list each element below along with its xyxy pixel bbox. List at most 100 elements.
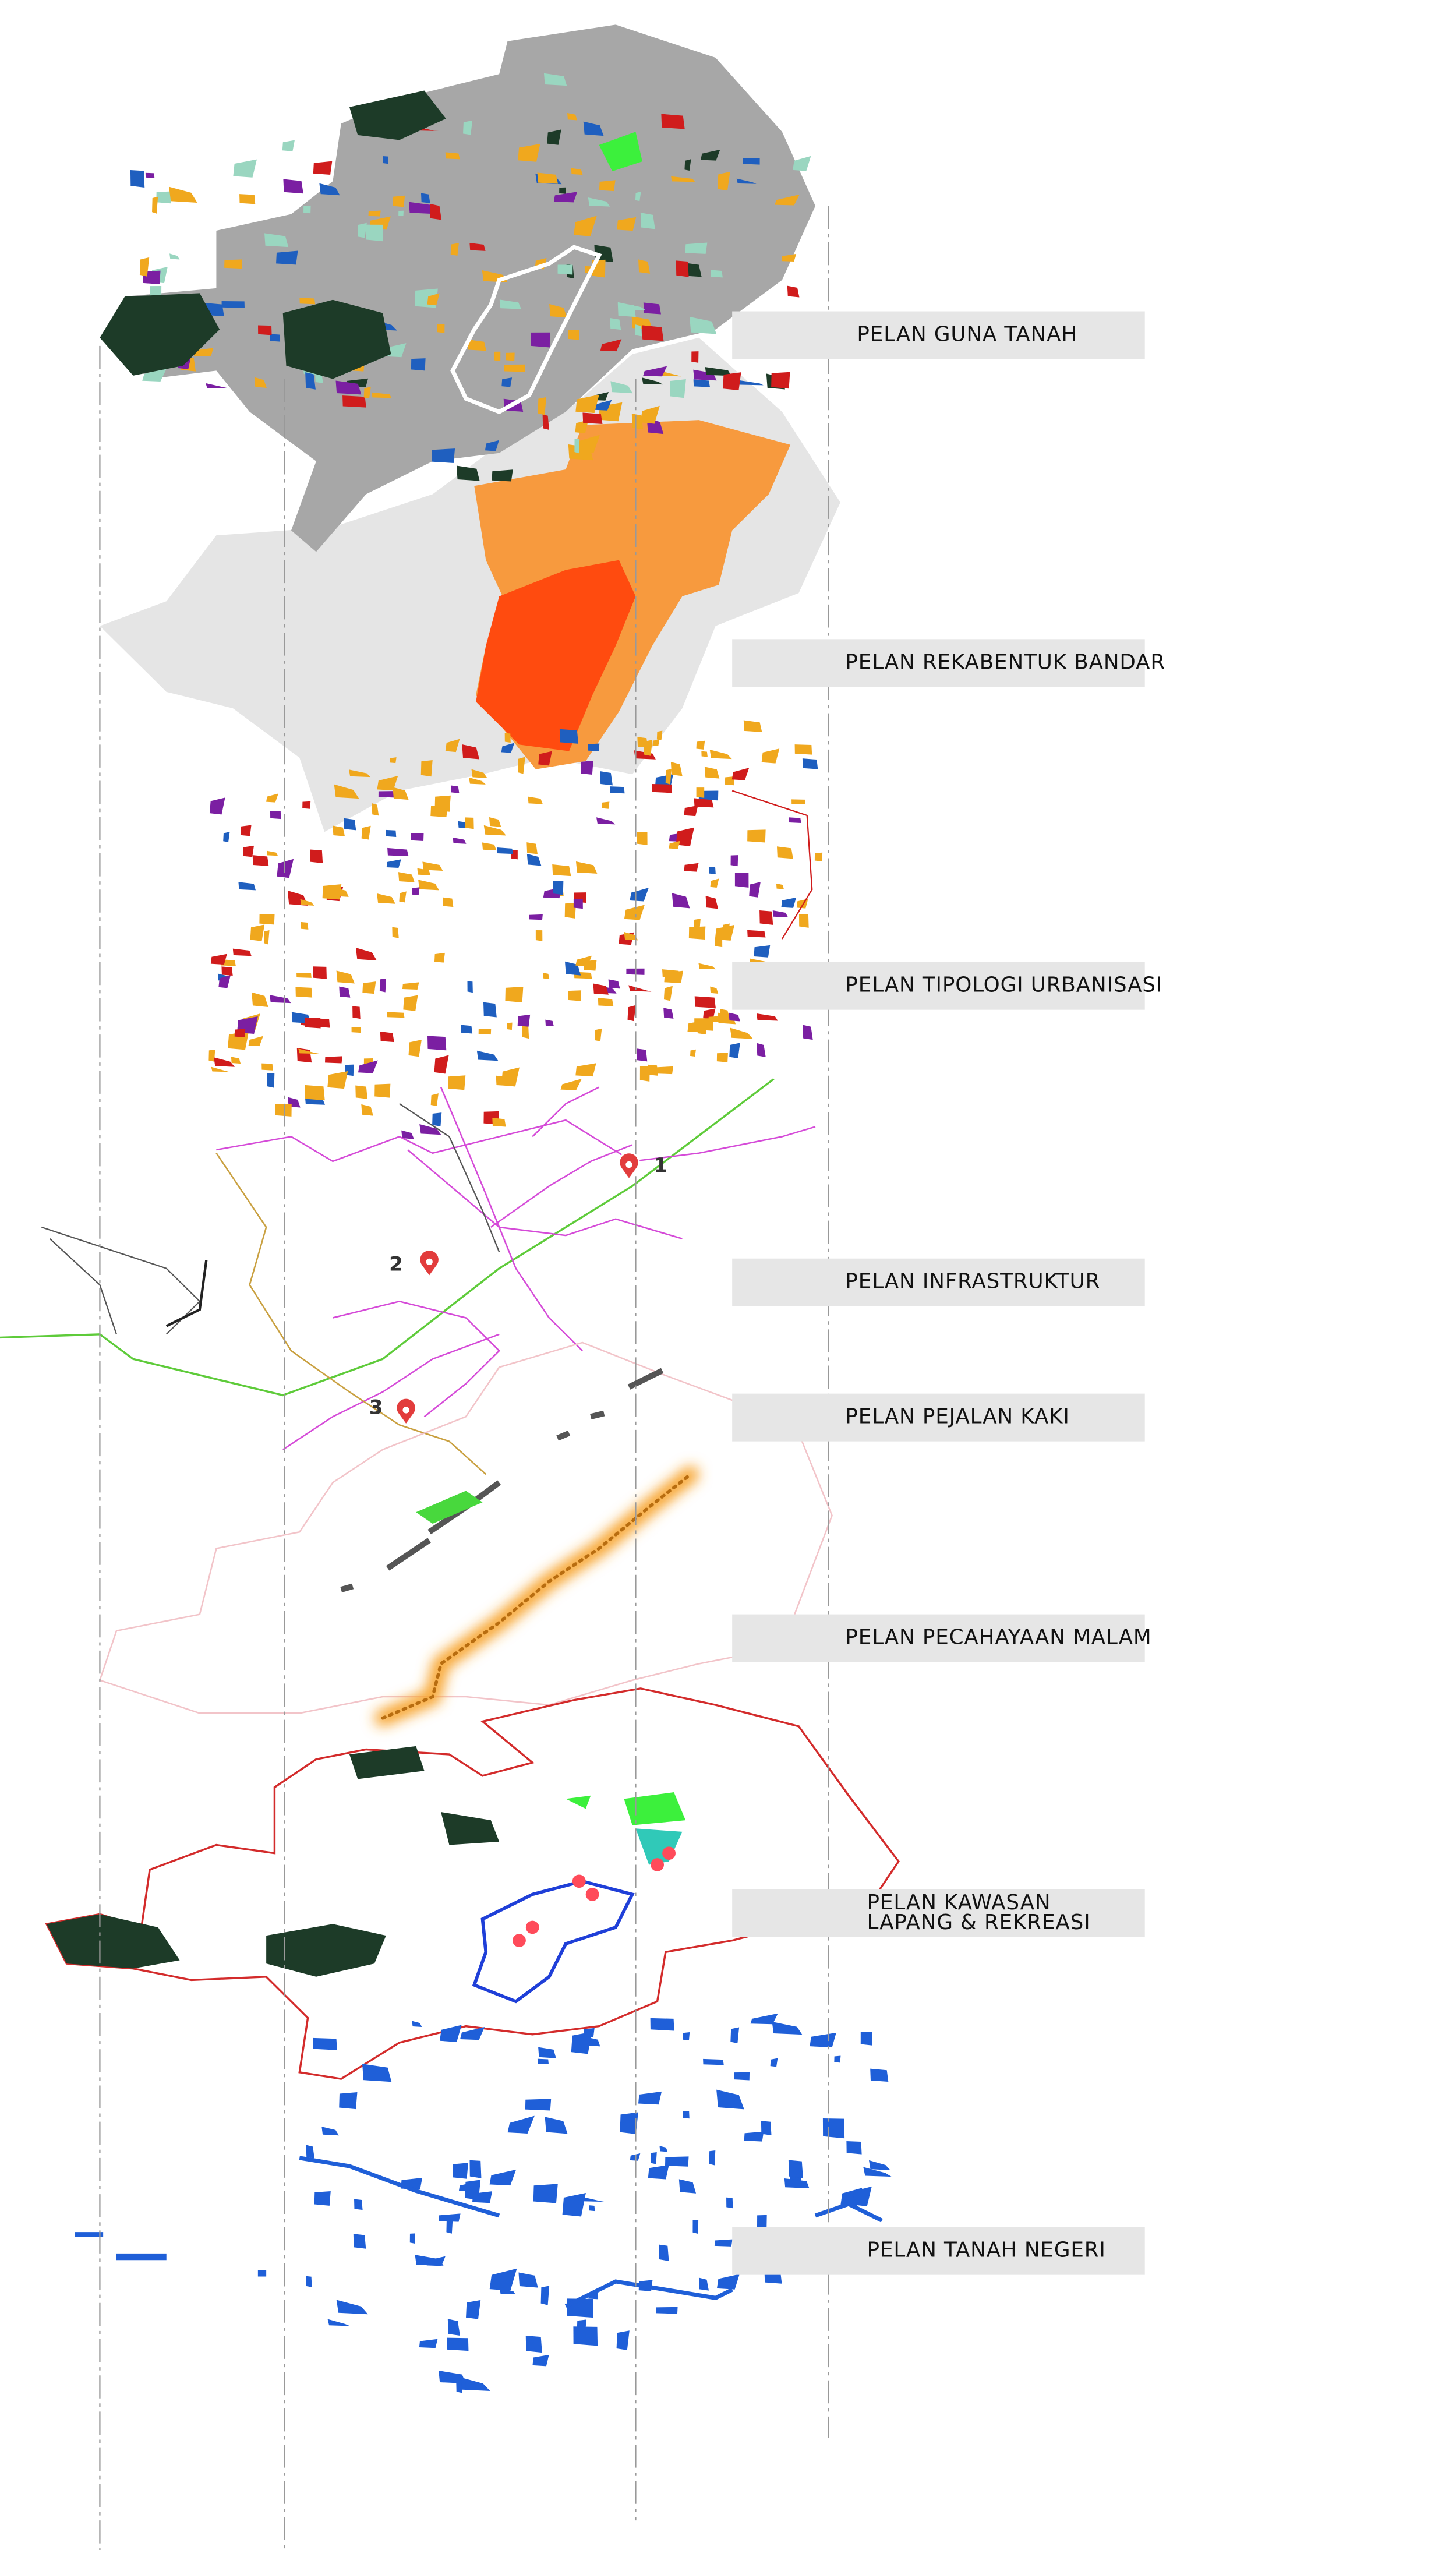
parcel [703,2058,724,2065]
label-box [732,1614,1145,1662]
location-pin-dot [402,1407,409,1414]
parcel [469,777,486,785]
recreation-site [525,1920,539,1934]
parcel [266,793,278,803]
parcel [386,859,401,868]
parcel [759,910,773,925]
parcel [411,358,426,371]
parcel [730,2027,740,2044]
parcel [437,323,445,333]
walkway [590,1410,605,1420]
parcel [794,744,812,755]
parcel [575,861,598,874]
parcel [209,797,225,815]
parcel [380,1032,394,1043]
parcel [761,2121,772,2136]
parcel [250,924,265,941]
map-layers [0,24,900,2393]
parcel [503,364,525,372]
open-space [349,1746,425,1779]
parcel [543,73,567,86]
parcel [261,1063,273,1071]
parcel [494,351,501,362]
parcel [651,2152,657,2164]
road [333,1300,500,1418]
parcel [743,720,762,732]
parcel [377,893,395,904]
parcel [492,469,513,482]
parcel [545,2117,568,2134]
parcel [543,972,550,979]
parcel [408,202,434,214]
location-pin-dot [426,1258,433,1266]
label-box [732,311,1145,359]
parcel [299,298,316,305]
parcel [303,205,311,214]
parcel [522,1023,529,1039]
parcel [628,985,652,992]
parcel [264,930,270,945]
parcel [445,152,460,160]
layer-label: PELAN REKABENTUK BANDAR [845,650,1165,674]
parcel [321,2127,339,2136]
parcel [313,161,333,175]
parcel [492,1118,506,1127]
parcel [771,372,790,389]
parcel [336,970,355,984]
parcel [640,213,655,229]
recreation-site [662,1846,676,1860]
town-boundary [450,245,602,414]
parcel [469,243,486,251]
parcel [264,233,289,248]
parcel [538,2047,556,2058]
parcel [617,217,637,231]
parcel [528,796,543,804]
land-use-forest [282,299,391,379]
parcel [678,2179,697,2194]
parcel [208,1049,215,1062]
parcel [390,757,397,764]
parcel [796,899,808,909]
parcel [139,257,150,277]
parcel [729,1012,740,1022]
parcel [451,785,460,793]
label-box [732,1258,1145,1306]
parcel [770,2058,778,2067]
parcel [685,242,708,254]
open-space [566,1795,591,1809]
light-line [381,1472,692,1720]
parcel [415,2255,444,2266]
parcel [301,921,309,930]
parcel [467,981,473,993]
parcel [757,1043,766,1057]
parcel [791,799,805,804]
label-box [732,962,1145,1010]
parcel [471,769,487,778]
parcel [672,893,690,909]
parcel [368,210,381,217]
parcel [761,748,780,764]
parcel [589,2205,595,2212]
minor-road [41,1226,201,1335]
parcel [716,2274,740,2290]
parcel [600,339,622,352]
parcel [349,769,371,778]
land-use-park [599,132,642,172]
parcel [693,369,717,381]
parcel [398,210,404,216]
parcel [656,2307,678,2314]
parcel [754,945,771,958]
parcel [525,2099,552,2111]
parcel [427,293,440,306]
parcel [374,1083,391,1098]
parcel [434,1055,449,1074]
parcel [549,303,567,318]
parcel [342,395,366,408]
parcel [156,191,172,204]
parcel [408,1039,422,1057]
parcel [276,250,298,265]
road [440,1087,583,1351]
parcel [664,970,683,984]
